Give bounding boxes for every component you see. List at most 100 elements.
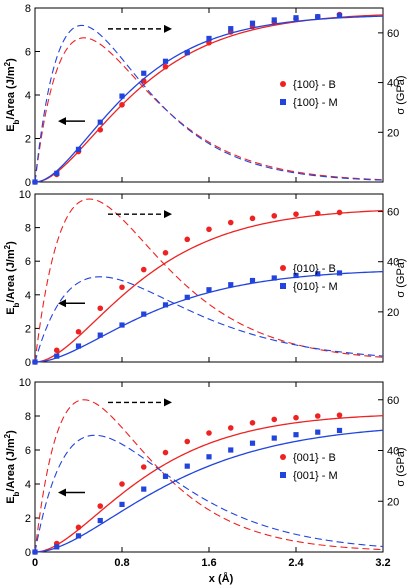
data-point-B — [249, 215, 256, 222]
y-tick-label: 6 — [25, 445, 31, 457]
data-point-B — [206, 430, 212, 436]
y-tick-label: 10 — [19, 377, 31, 389]
data-point-M — [336, 427, 343, 434]
arrowhead-left — [58, 117, 66, 126]
arrowhead-left — [58, 299, 66, 308]
data-point-M — [336, 270, 343, 276]
y-tick-label: 2 — [25, 323, 31, 335]
data-point-B — [162, 250, 169, 256]
data-point-M — [271, 275, 277, 281]
y2-tick-label: 60 — [387, 28, 399, 40]
data-point-B — [119, 101, 125, 108]
energy-curve-B — [34, 415, 384, 553]
plot-frame — [34, 381, 384, 553]
y-tick-label: 6 — [25, 47, 31, 59]
y-tick-label: 4 — [25, 90, 31, 102]
data-point-M — [228, 282, 234, 288]
y-axis-label-sub: b — [12, 491, 21, 496]
y-tick-label: 8 — [25, 223, 31, 235]
y-axis-label: Eb/Area (J/m2) — [3, 241, 21, 315]
y2-tick-label: 60 — [387, 207, 399, 219]
stress-curve-M — [34, 24, 384, 183]
x-tick-label: 1.6 — [201, 557, 216, 569]
legend-marker-B — [280, 265, 286, 271]
y-tick-label: 4 — [25, 479, 31, 491]
data-point-B — [336, 412, 343, 418]
y-axis-label-part: ) — [5, 241, 17, 245]
y2-tick-label: 40 — [387, 78, 399, 90]
data-point-B — [97, 503, 104, 509]
y-axis-label-part: ) — [5, 430, 17, 434]
energy-curve-M — [34, 270, 384, 363]
data-point-M — [228, 447, 234, 453]
data-point-B — [119, 481, 125, 487]
data-point-M — [75, 533, 82, 539]
legend-label: {010} - M — [293, 281, 338, 293]
data-point-M — [162, 473, 169, 479]
data-point-B — [314, 413, 321, 419]
data-point-M — [75, 146, 82, 152]
legend-marker-B — [280, 454, 286, 460]
data-point-M — [162, 302, 169, 308]
y2-tick-label: 20 — [387, 307, 399, 319]
data-point-M — [32, 549, 38, 555]
stress-curve-M — [34, 276, 384, 363]
y-tick-label: 8 — [25, 411, 31, 423]
y-axis-label-part: /Area (J/m — [5, 66, 17, 119]
stress-curve-B — [34, 198, 384, 363]
y2-tick-label: 40 — [387, 446, 399, 458]
data-point-M — [162, 58, 169, 64]
data-point-M — [141, 70, 147, 76]
y2-tick-label: 60 — [387, 395, 399, 407]
y-axis-label-sup: 2 — [3, 61, 12, 66]
data-point-M — [75, 343, 82, 349]
legend-marker-M — [280, 99, 286, 105]
data-point-B — [97, 127, 104, 133]
data-point-M — [32, 359, 38, 365]
data-point-M — [54, 170, 60, 176]
data-point-M — [119, 322, 125, 328]
arrowhead-right — [164, 210, 172, 219]
x-tick-label: 0.8 — [114, 557, 129, 569]
y-axis-label-sub: b — [12, 119, 21, 124]
data-point-M — [249, 440, 256, 446]
data-point-B — [162, 63, 169, 70]
data-point-M — [315, 271, 321, 277]
y-tick-label: 8 — [25, 3, 31, 15]
y-tick-label: 0 — [25, 357, 31, 369]
data-point-M — [271, 17, 277, 23]
data-point-M — [141, 311, 147, 317]
legend-marker-M — [280, 283, 286, 289]
data-point-M — [228, 26, 234, 32]
y-tick-label: 2 — [25, 134, 31, 146]
data-point-M — [184, 294, 190, 300]
data-point-B — [293, 414, 299, 421]
y2-axis-label: σ (GPa) — [395, 75, 407, 114]
legend-label: {010} - B — [293, 263, 336, 275]
data-point-M — [206, 454, 212, 460]
data-point-M — [293, 272, 299, 279]
legend-marker-M — [280, 472, 286, 478]
legend-label: {100} - B — [293, 79, 336, 91]
y2-axis-label: σ (GPa) — [395, 447, 407, 486]
data-point-B — [293, 211, 299, 217]
y-tick-label: 4 — [25, 290, 31, 302]
data-point-B — [336, 209, 343, 216]
data-point-M — [184, 49, 190, 56]
x-axis-title: x (Å) — [209, 572, 234, 585]
y2-tick-label: 20 — [387, 127, 399, 139]
data-point-M — [206, 287, 212, 293]
arrowhead-left — [58, 488, 66, 497]
data-point-M — [141, 486, 147, 492]
data-point-B — [97, 305, 104, 312]
arrowhead-right — [164, 24, 172, 33]
y-axis-label-part: E — [5, 307, 17, 314]
y-axis-label-part: E — [5, 124, 17, 131]
energy-curve-M — [34, 429, 384, 553]
y-axis-label: Eb/Area (J/m2) — [3, 58, 21, 132]
y-axis-label-sup: 2 — [3, 244, 12, 249]
